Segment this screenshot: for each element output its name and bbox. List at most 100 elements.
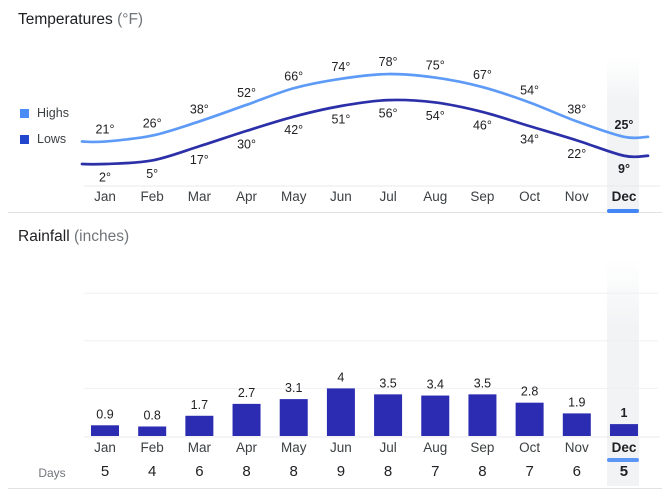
temp-month-label-jun[interactable]: Jun [330,189,352,204]
temp-month-label-dec[interactable]: Dec [611,189,637,204]
rainfall-unit: (inches) [74,228,130,245]
temp-month-label-jul[interactable]: Jul [379,189,397,204]
low-value-label: 51° [331,113,350,127]
rain-bar-may[interactable] [279,399,308,436]
rain-month-label-sep[interactable]: Sep [470,440,495,455]
rain-value-label: 1.7 [191,398,208,412]
rainfall-bar-chart[interactable]: 0.9 0.8 1.7 2.7 3.1 4 3.5 3.4 3.5 2.8 1.9 1 [0,255,670,440]
days-value-jul: 8 [383,463,393,480]
rain-month-label-jan[interactable]: Jan [94,440,116,455]
temp-month-label-sep[interactable]: Sep [470,189,495,204]
high-value-label: 38° [567,102,586,116]
high-value-label: 74° [331,60,350,74]
selected-month-highlight-rain [607,260,639,486]
low-value-label: 17° [190,153,209,167]
rain-month-label-feb[interactable]: Feb [140,440,164,455]
low-value-label: 22° [567,147,586,161]
rain-bar-aug[interactable] [421,395,450,436]
temp-month-label-aug[interactable]: Aug [423,189,448,204]
rain-bar-dec[interactable] [609,424,638,436]
bottom-divider [8,488,662,489]
rain-month-label-nov[interactable]: Nov [564,440,589,455]
rainfall-title-text: Rainfall [18,228,70,245]
days-value-oct: 7 [525,463,534,480]
high-value-label: 21° [96,123,115,137]
temp-month-label-mar[interactable]: Mar [187,189,211,204]
rain-month-label-jun[interactable]: Jun [330,440,352,455]
rain-month-label-aug[interactable]: Aug [423,440,448,455]
temperatures-unit: (°F) [117,11,144,28]
rain-value-label: 0.9 [96,407,113,421]
rain-bar-nov[interactable] [562,413,591,436]
low-value-label: 9° [618,162,630,176]
rain-value-label: 2.8 [521,385,538,399]
temp-month-label-nov[interactable]: Nov [564,189,589,204]
lows-swatch-icon [20,134,29,144]
selected-month-underline-temp [607,209,639,213]
rain-bar-jun[interactable] [326,388,355,436]
lows-line [80,98,650,166]
days-value-apr: 8 [242,463,251,480]
days-value-jun: 9 [336,463,346,480]
high-value-label: 66° [284,69,303,83]
legend-highs-label: Highs [37,106,69,120]
rain-bar-jan[interactable] [91,425,119,436]
low-value-label: 30° [237,137,256,151]
temp-month-label-may[interactable]: May [280,189,307,204]
legend-item-lows: Lows [20,132,66,146]
temp-month-label-feb[interactable]: Feb [140,189,164,204]
days-row-label: Days [38,466,66,480]
low-value-label: 42° [284,123,303,137]
temp-month-label-oct[interactable]: Oct [519,189,541,204]
days-value-aug: 7 [431,463,440,480]
low-value-label: 56° [379,107,398,121]
rain-value-label: 3.5 [379,376,396,390]
temp-month-label-apr[interactable]: Apr [236,189,258,204]
rain-month-label-jul[interactable]: Jul [379,440,397,455]
rain-value-label: 3.4 [427,378,444,392]
rain-month-label-may[interactable]: May [280,440,307,455]
rain-value-label: 3.5 [474,376,491,390]
days-value-sep: 8 [478,463,487,480]
legend-lows-label: Lows [37,132,67,146]
high-value-label: 78° [379,55,398,69]
highs-line [80,72,650,144]
days-value-dec: 5 [619,463,629,480]
rain-value-label: 2.7 [238,386,255,400]
low-value-label: 5° [146,167,158,181]
rain-month-label-oct[interactable]: Oct [519,440,541,455]
temperatures-title: Temperatures (°F) [18,11,143,29]
selected-month-underline-rain [607,458,639,462]
high-value-label: 52° [237,86,256,100]
highs-swatch-icon [20,108,29,118]
high-value-label: 54° [520,83,539,97]
rain-bar-oct[interactable] [515,402,544,436]
days-value-feb: 4 [148,463,157,480]
temp-month-label-jan[interactable]: Jan [94,189,116,204]
rain-value-label: 1.9 [568,395,585,409]
rain-month-label-mar[interactable]: Mar [187,440,211,455]
section-divider [8,212,662,213]
rain-value-label: 3.1 [285,381,302,395]
temperature-line-chart[interactable]: 21° 26° 38° 52° 66° 74° 78° 75° 67° 54° 38° 25° 2° 5°… [0,40,670,215]
days-value-jan: 5 [100,463,110,480]
temperatures-title-text: Temperatures [18,11,113,28]
rain-bar-apr[interactable] [232,403,261,436]
rain-month-label-apr[interactable]: Apr [236,440,258,455]
days-value-may: 8 [289,463,298,480]
rain-value-label: 0.8 [143,408,160,422]
rain-bar-feb[interactable] [138,426,167,436]
rain-value-label: 1 [621,406,628,420]
days-value-nov: 6 [572,463,581,480]
rain-bar-mar[interactable] [185,415,214,436]
low-value-label: 34° [520,133,539,147]
rain-bar-sep[interactable] [468,394,497,436]
days-value-mar: 6 [195,463,204,480]
rain-bar-jul[interactable] [374,394,403,436]
rain-month-label-dec[interactable]: Dec [611,440,637,455]
rainfall-title: Rainfall (inches) [18,228,129,246]
